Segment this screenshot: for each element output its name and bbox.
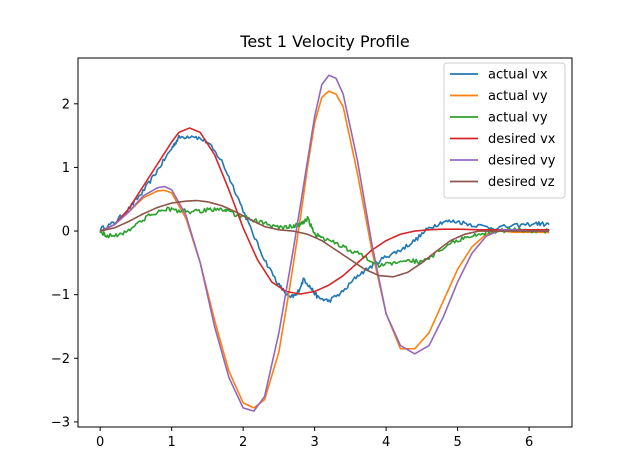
y-axis: −3 −2 −1 0 1 2 <box>51 97 78 430</box>
y-tick-label: 1 <box>62 161 70 176</box>
legend-label: desired vy <box>488 154 556 169</box>
series-line-3 <box>99 127 550 295</box>
series-line-5 <box>99 199 550 278</box>
x-tick-label: 4 <box>382 435 390 450</box>
legend: actual vx actual vy actual vy desired vx des… <box>443 62 566 199</box>
y-tick-label: 0 <box>62 225 70 240</box>
y-tick-label: −2 <box>51 352 70 367</box>
x-tick-label: 1 <box>168 435 176 450</box>
legend-label: actual vx <box>488 68 548 83</box>
legend-label: desired vx <box>488 132 556 147</box>
legend-box <box>443 62 566 199</box>
x-axis: 0 1 2 3 4 5 6 <box>96 427 533 450</box>
y-tick-label: 2 <box>62 97 70 112</box>
series-line-1 <box>99 90 550 409</box>
legend-label: desired vz <box>488 175 555 190</box>
x-tick-label: 2 <box>239 435 247 450</box>
series-line-0 <box>99 134 550 303</box>
x-tick-label: 0 <box>96 435 104 450</box>
x-tick-label: 3 <box>310 435 318 450</box>
plot-frame <box>77 57 573 428</box>
x-tick-label: 5 <box>453 435 461 450</box>
legend-label: actual vy <box>488 111 548 126</box>
series-line-2 <box>99 206 550 268</box>
series-layer <box>99 74 550 412</box>
y-tick-label: −3 <box>51 415 70 430</box>
legend-label: actual vy <box>488 89 548 104</box>
series-line-4 <box>99 74 550 412</box>
x-tick-label: 6 <box>525 435 533 450</box>
chart-title: Test 1 Velocity Profile <box>239 32 409 51</box>
y-tick-label: −1 <box>51 288 70 303</box>
